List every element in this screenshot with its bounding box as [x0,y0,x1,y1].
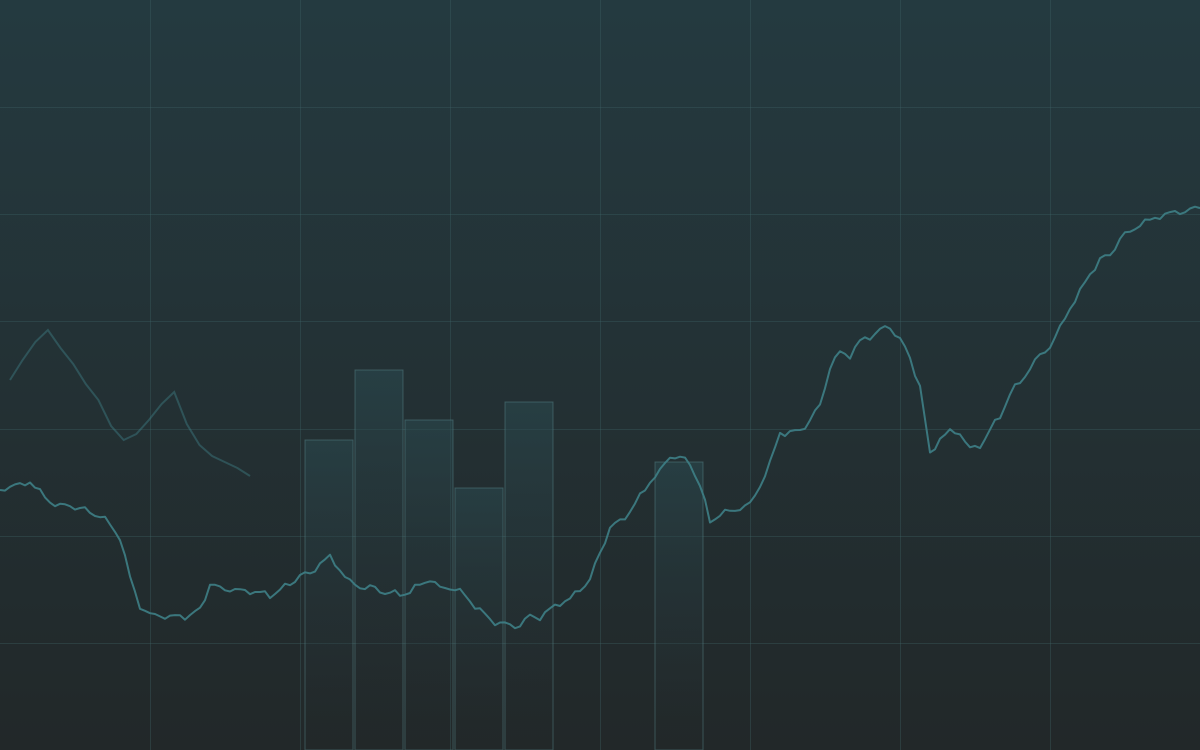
bar [454,487,504,750]
bar-layer [304,369,704,750]
bar [504,401,554,750]
bar [654,461,704,750]
bar [304,439,354,750]
bar [404,419,454,750]
bar [354,369,404,750]
ghost-line-layer [9,328,251,477]
main-series-line [0,205,1200,630]
line-layer [0,205,1200,630]
ghost-series-line [9,328,251,477]
